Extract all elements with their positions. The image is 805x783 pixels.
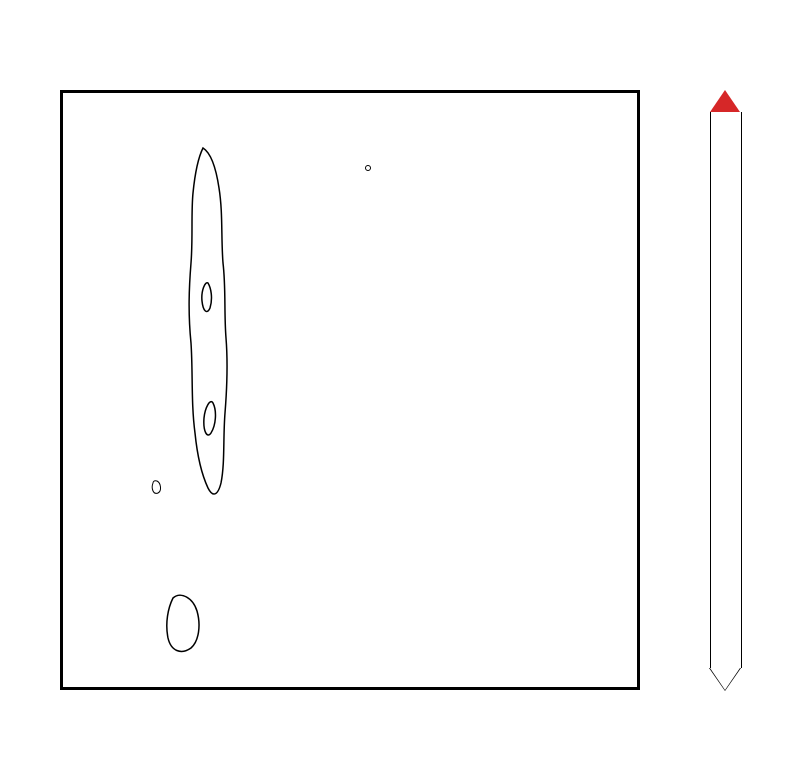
map-plot-area — [60, 90, 640, 690]
colorbar-over-triangle — [710, 90, 740, 112]
colorbar-under-triangle — [710, 668, 740, 690]
coastline-overlay — [63, 93, 637, 687]
plot-inner — [63, 93, 637, 687]
colorbar-body — [710, 112, 742, 668]
colorbar — [710, 90, 740, 690]
